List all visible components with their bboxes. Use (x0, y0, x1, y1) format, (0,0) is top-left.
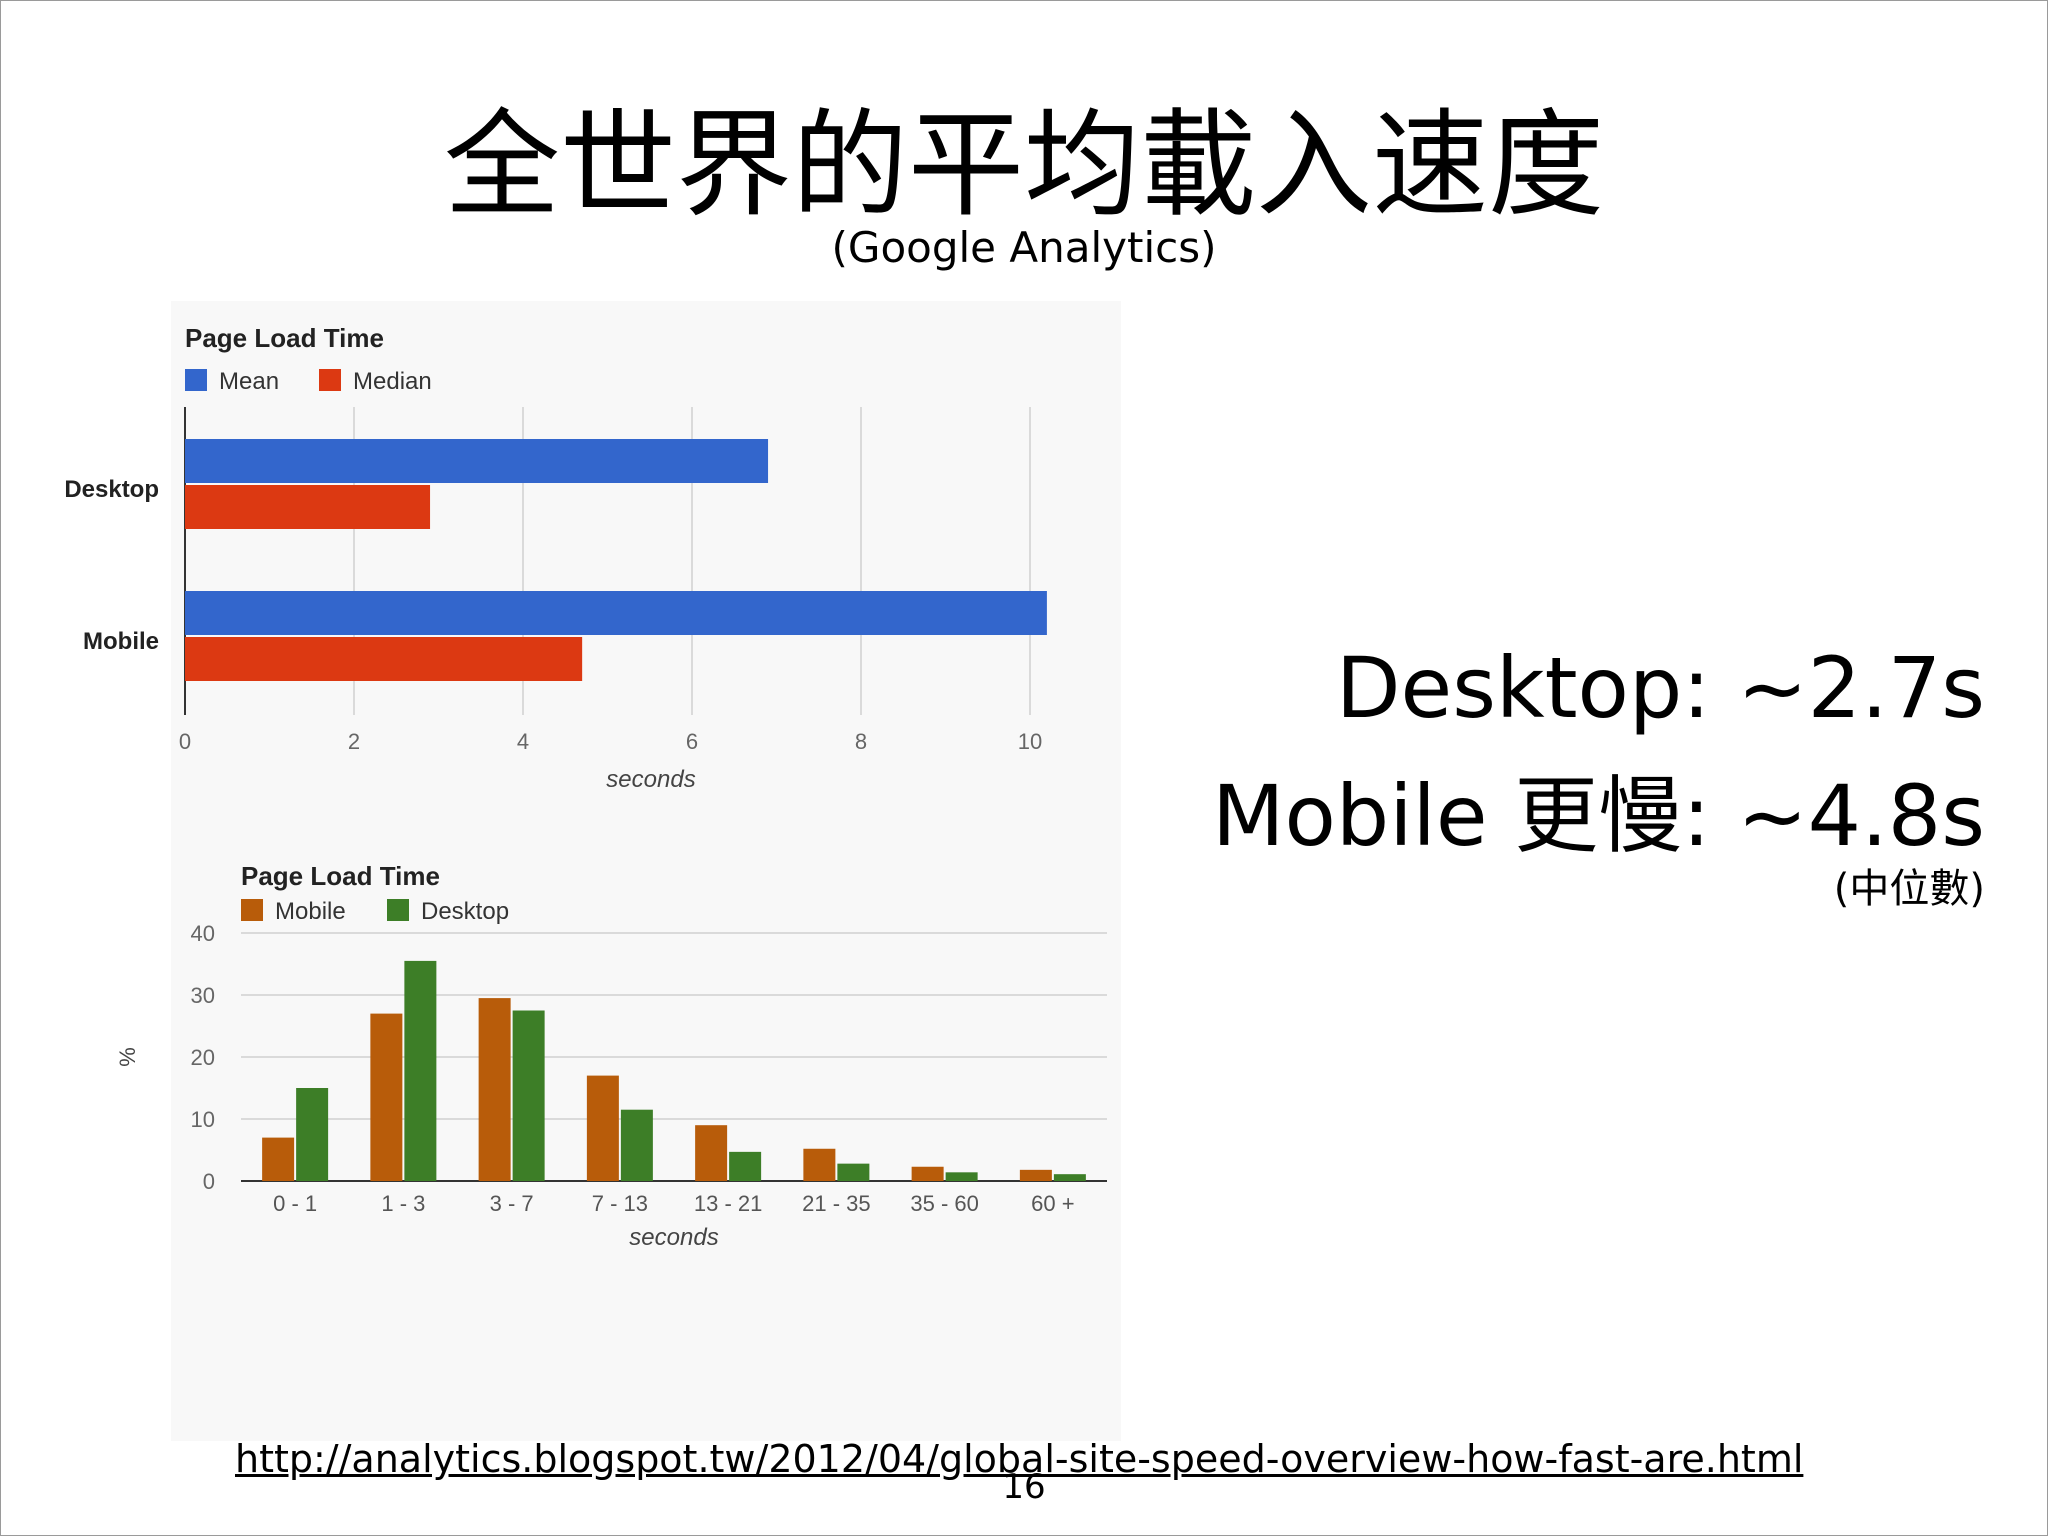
x-tick-label: 2 (348, 729, 360, 754)
y-tick-label: 30 (191, 983, 215, 1008)
x-category-label: 35 - 60 (910, 1191, 979, 1216)
chart1-ticks: 0 2 4 6 8 10 (179, 729, 1042, 754)
page-number: 16 (1002, 1467, 1046, 1507)
x-tick-label: 4 (517, 729, 529, 754)
bar-desktop-1 (404, 960, 437, 1181)
chart1-categories: Desktop Mobile (64, 476, 159, 655)
bar-mobile-median (185, 637, 583, 681)
legend-swatch-desktop (387, 899, 409, 921)
legend-label-mean: Mean (219, 368, 279, 395)
bar-mobile-5 (803, 1148, 836, 1181)
bar-desktop-mean (185, 439, 769, 483)
chart2-categories: 0 - 1 1 - 3 3 - 7 7 - 13 13 - 21 21 - 35 35 - … (273, 1191, 1074, 1216)
bar-desktop-7 (1053, 1174, 1086, 1181)
chart1-xlabel: seconds (606, 766, 695, 793)
bar-mobile-1 (370, 1013, 403, 1181)
bar-mobile-7 (1019, 1169, 1052, 1181)
chart1-legend: Mean Median (185, 368, 432, 395)
bar-mobile-3 (586, 1075, 619, 1181)
category-label-desktop: Desktop (64, 476, 159, 503)
chart2-legend: Mobile Desktop (241, 898, 509, 925)
x-category-label: 13 - 21 (694, 1191, 763, 1216)
legend-label-median: Median (353, 368, 432, 395)
chart2-ticks: 0 10 20 30 40 (191, 921, 215, 1194)
bar-mobile-2 (478, 998, 511, 1181)
slide-title: 全世界的平均載入速度 (444, 98, 1604, 233)
legend-swatch-mean (185, 369, 207, 391)
bar-desktop-4 (729, 1151, 762, 1181)
y-tick-label: 20 (191, 1045, 215, 1070)
category-label-mobile: Mobile (83, 628, 159, 655)
desktop-stat: Desktop: ~2.7s (1335, 639, 1985, 737)
slide-subtitle: (Google Analytics) (831, 223, 1217, 272)
y-tick-label: 0 (203, 1169, 215, 1194)
x-category-label: 1 - 3 (381, 1191, 425, 1216)
bar-mobile-mean (185, 591, 1047, 635)
bar-mobile-6 (911, 1166, 944, 1181)
bar-desktop-3 (620, 1109, 653, 1181)
chart2-xlabel: seconds (629, 1224, 718, 1251)
median-note: (中位數) (1833, 866, 1985, 912)
chart2-ylabel: % (115, 1047, 140, 1067)
chart2-title: Page Load Time (241, 861, 440, 891)
y-tick-label: 10 (191, 1107, 215, 1132)
mobile-stat: Mobile 更慢: ~4.8s (1212, 767, 1985, 865)
bar-desktop-5 (837, 1163, 870, 1181)
chart2-bars (262, 960, 1086, 1181)
bar-desktop-6 (945, 1172, 978, 1181)
x-category-label: 0 - 1 (273, 1191, 317, 1216)
bar-desktop-median (185, 485, 431, 529)
legend-swatch-mobile (241, 899, 263, 921)
source-link[interactable]: http://analytics.blogspot.tw/2012/04/glo… (235, 1437, 1804, 1481)
x-category-label: 60 + (1031, 1191, 1074, 1216)
x-category-label: 7 - 13 (592, 1191, 648, 1216)
legend-label-desktop: Desktop (421, 898, 509, 925)
x-tick-label: 0 (179, 729, 191, 754)
bar-desktop-2 (512, 1010, 545, 1181)
legend-label-mobile: Mobile (275, 898, 346, 925)
x-tick-label: 8 (855, 729, 867, 754)
chart1-title: Page Load Time (185, 323, 384, 353)
x-category-label: 3 - 7 (490, 1191, 534, 1216)
bar-mobile-4 (695, 1125, 728, 1181)
legend-swatch-median (319, 369, 341, 391)
bar-desktop-0 (296, 1088, 329, 1181)
x-tick-label: 6 (686, 729, 698, 754)
x-tick-label: 10 (1018, 729, 1042, 754)
chart1-bars (185, 439, 1047, 681)
bar-mobile-0 (262, 1137, 295, 1181)
y-tick-label: 40 (191, 921, 215, 946)
x-category-label: 21 - 35 (802, 1191, 871, 1216)
